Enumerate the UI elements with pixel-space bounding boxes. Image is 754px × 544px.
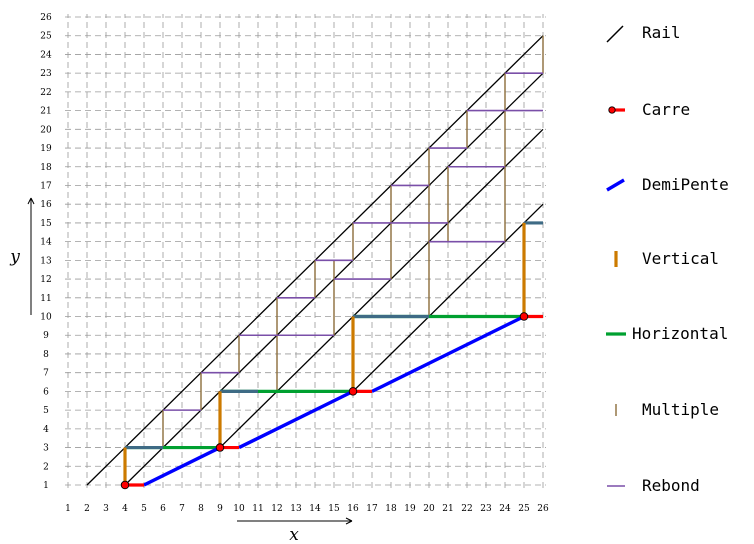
carre-point-4 [519, 312, 529, 321]
legend-label: Rebond [642, 476, 700, 495]
y-tick-label: 8 [43, 350, 49, 360]
y-tick-label: 6 [43, 387, 49, 397]
x-tick-label: 6 [160, 504, 166, 514]
y-tick-label: 22 [40, 88, 51, 98]
x-tick-label: 4 [122, 504, 128, 514]
demipente-segment-3 [371, 314, 525, 393]
grid [65, 14, 546, 488]
demipente-segment-2 [238, 389, 354, 450]
y-axis-label: y [9, 247, 20, 267]
y-tick-label: 1 [43, 481, 49, 491]
x-tick-label: 9 [217, 504, 223, 514]
x-tick-label: 16 [347, 504, 359, 514]
y-tick-label: 20 [40, 125, 52, 135]
rail-line-4 [352, 203, 544, 392]
x-tick-label: 2 [84, 504, 90, 514]
y-tick-label: 26 [40, 13, 52, 23]
y-axis-arrowhead [27, 197, 35, 205]
x-axis-title-group: x [237, 517, 353, 544]
x-tick-label: 7 [179, 504, 185, 514]
demipente-segments [143, 314, 525, 487]
x-tick-label: 13 [290, 504, 302, 514]
carre-segments [120, 312, 543, 490]
legend: Rail Carre DemiPente Vertical Horizontal Mult… [606, 23, 729, 495]
x-tick-label: 8 [198, 504, 204, 514]
y-tick-label: 19 [40, 144, 52, 154]
x-tick-label: 3 [103, 504, 109, 514]
legend-label: Vertical [642, 249, 719, 268]
carre-point-1 [120, 480, 130, 490]
legend-item-horizontal: Horizontal [606, 324, 728, 343]
y-tick-label: 7 [43, 369, 49, 379]
legend-item-rail: Rail [606, 23, 681, 43]
horizontal-segments [125, 314, 524, 450]
legend-label: Multiple [642, 400, 719, 419]
legend-label: Carre [642, 100, 690, 119]
blue-slash-icon [606, 178, 625, 192]
x-tick-label: 21 [442, 504, 453, 514]
y-tick-label: 23 [40, 69, 52, 79]
y-tick-label: 9 [43, 331, 49, 341]
y-tick-label: 12 [40, 275, 51, 285]
y-tick-label: 16 [40, 200, 52, 210]
y-tick-label: 2 [43, 462, 49, 472]
legend-item-demipente: DemiPente [606, 175, 729, 194]
y-tick-label: 21 [40, 107, 51, 117]
x-tick-label: 17 [366, 504, 378, 514]
legend-item-carre: Carre [608, 100, 690, 119]
x-tick-label: 14 [309, 504, 321, 514]
y-tick-label: 24 [40, 50, 52, 60]
y-tick-label: 14 [40, 238, 52, 248]
x-tick-label: 1 [65, 504, 71, 514]
carre-point-3 [348, 387, 358, 396]
y-tick-label: 17 [40, 181, 52, 191]
diagonal-line-icon [606, 25, 624, 43]
y-axis-title-group: y [9, 197, 35, 315]
y-tick-label: 11 [40, 294, 51, 304]
x-tick-label: 18 [385, 504, 397, 514]
legend-item-vertical: Vertical [614, 249, 719, 268]
y-tick-label: 3 [43, 444, 49, 454]
y-tick-label: 5 [43, 406, 49, 416]
rail-line-3 [219, 128, 544, 449]
legend-label: Rail [642, 23, 681, 42]
y-tick-label: 18 [40, 163, 52, 173]
legend-item-rebond: Rebond [607, 476, 700, 495]
x-tick-label: 23 [480, 504, 492, 514]
y-tick-label: 15 [40, 219, 52, 229]
x-tick-label: 20 [423, 504, 435, 514]
legend-label: Horizontal [632, 324, 728, 343]
demipente-segment-1 [143, 446, 221, 487]
x-tick-label: 24 [499, 504, 511, 514]
vertical-segments [123, 222, 526, 485]
y-tick-label: 10 [40, 313, 52, 323]
y-tick-label: 25 [40, 32, 52, 42]
y-tick-label: 13 [40, 256, 52, 266]
x-tick-label: 22 [461, 504, 472, 514]
x-tick-label: 5 [141, 504, 147, 514]
x-axis-label: x [289, 525, 299, 544]
y-tick-label: 4 [43, 425, 49, 435]
x-tick-label: 26 [537, 504, 549, 514]
x-tick-label: 12 [271, 504, 282, 514]
x-axis-arrowhead [345, 517, 353, 525]
x-tick-label: 25 [518, 504, 530, 514]
legend-item-multiple: Multiple [615, 400, 719, 419]
x-tick-label: 19 [404, 504, 416, 514]
legend-label: DemiPente [642, 175, 729, 194]
carre-point-2 [215, 443, 225, 452]
red-dot-line-icon [608, 106, 625, 114]
rebond-segments [163, 72, 543, 411]
x-tick-label: 10 [233, 504, 245, 514]
tick-labels: 1 2 3 4 5 6 7 8 9 10 11 12 13 14 15 16 17 18 19 20 21 22 23 24 2… [40, 13, 549, 514]
x-tick-label: 11 [252, 504, 263, 514]
x-tick-label: 15 [328, 504, 340, 514]
multiple-segments [162, 35, 544, 448]
overlap-segments [125, 221, 543, 450]
